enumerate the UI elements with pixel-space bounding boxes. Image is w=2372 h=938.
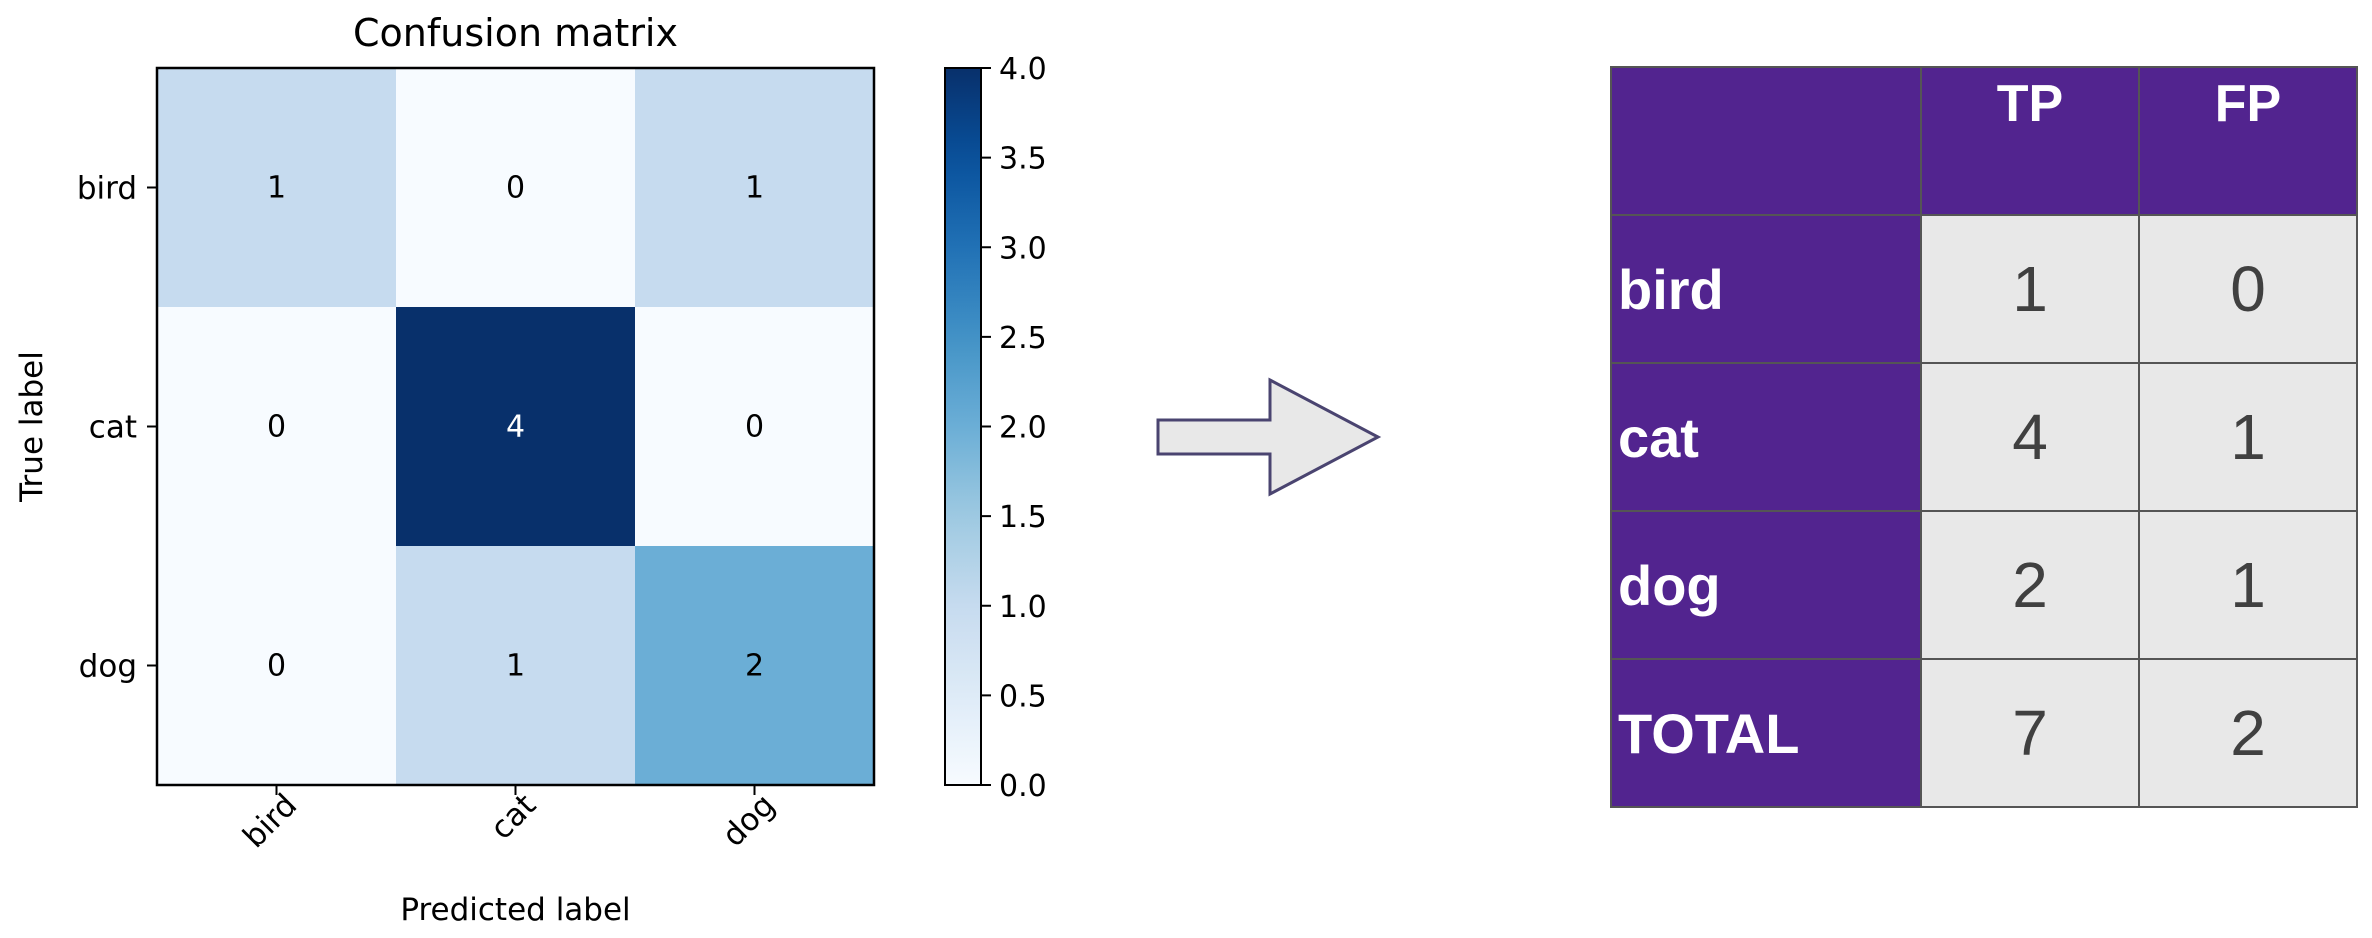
- table-cell: 2: [2138, 658, 2358, 808]
- table-cell: 4: [1920, 362, 2140, 512]
- table-row: bird 1 0: [1610, 214, 2358, 364]
- cell-value-label: 0: [745, 410, 764, 445]
- table-cell: 2: [1920, 510, 2140, 660]
- x-tick-label: cat: [484, 787, 544, 847]
- colorbar-tick-label: 2.0: [999, 411, 1047, 446]
- colorbar-tick-label: 3.5: [999, 142, 1047, 177]
- cell-value-label: 1: [745, 171, 764, 206]
- heatmap-cell: [396, 546, 635, 785]
- tp-fp-table: TP FP bird 1 0 cat 4 1 dog 2 1 TOTAL 7 2: [1610, 66, 2358, 808]
- colorbar-tick-label: 3.0: [999, 231, 1047, 266]
- cell-value-label: 4: [506, 410, 525, 445]
- colorbar-bar: [944, 67, 982, 786]
- colorbar-tick-label: 2.5: [999, 321, 1047, 356]
- x-tick-label: bird: [236, 787, 304, 855]
- table-cell: 0: [2138, 214, 2358, 364]
- table-row: dog 2 1: [1610, 510, 2358, 660]
- column-header-tp: TP: [1920, 66, 2140, 216]
- y-axis-label: True label: [14, 351, 50, 503]
- heatmap-cell: [396, 68, 635, 307]
- right-arrow-icon: [1156, 377, 1382, 497]
- cell-value-label: 0: [267, 649, 286, 684]
- heatmap-cell: [157, 68, 396, 307]
- y-tick-label: bird: [77, 171, 137, 207]
- colorbar-tick-label: 0.0: [999, 769, 1047, 804]
- colorbar-tick-label: 0.5: [999, 679, 1047, 714]
- cell-value-label: 2: [745, 649, 764, 684]
- colorbar-tick-label: 1.5: [999, 500, 1047, 535]
- confusion-matrix-heatmap: 1 0 1 0 4 0 0 1 2 Confusion matrix bird cat dog bird c…: [14, 11, 876, 928]
- row-label-cat: cat: [1610, 362, 1922, 512]
- table-cell: 1: [1920, 214, 2140, 364]
- table-corner-cell: [1610, 66, 1922, 216]
- row-label-total: TOTAL: [1610, 658, 1922, 808]
- cell-value-label: 0: [506, 171, 525, 206]
- x-tick-label: dog: [715, 787, 782, 854]
- cell-value-label: 1: [506, 649, 525, 684]
- table-cell: 7: [1920, 658, 2140, 808]
- cell-value-label: 1: [267, 171, 286, 206]
- table-cell: 1: [2138, 510, 2358, 660]
- row-label-bird: bird: [1610, 214, 1922, 364]
- table-row: TOTAL 7 2: [1610, 658, 2358, 808]
- colorbar-tick-label: 1.0: [999, 590, 1047, 625]
- colorbar-tick-label: 4.0: [999, 52, 1047, 87]
- cell-value-label: 0: [267, 410, 286, 445]
- colorbar: 0.0 0.5 1.0 1.5 2.0 2.5 3.0 3.5 4.0: [944, 52, 1047, 804]
- heatmap-cell: [635, 68, 874, 307]
- y-tick-label: dog: [79, 649, 137, 685]
- table-row: cat 4 1: [1610, 362, 2358, 512]
- x-axis-label: Predicted label: [400, 892, 630, 928]
- heatmap-cell: [157, 546, 396, 785]
- heatmap-cell: [396, 307, 635, 546]
- y-tick-label: cat: [89, 410, 137, 446]
- row-label-dog: dog: [1610, 510, 1922, 660]
- heatmap-cell: [157, 307, 396, 546]
- table-header-row: TP FP: [1610, 66, 2358, 216]
- heatmap-cell: [635, 307, 874, 546]
- column-header-fp: FP: [2138, 66, 2358, 216]
- heatmap-cell: [635, 546, 874, 785]
- chart-title: Confusion matrix: [353, 11, 678, 55]
- table-cell: 1: [2138, 362, 2358, 512]
